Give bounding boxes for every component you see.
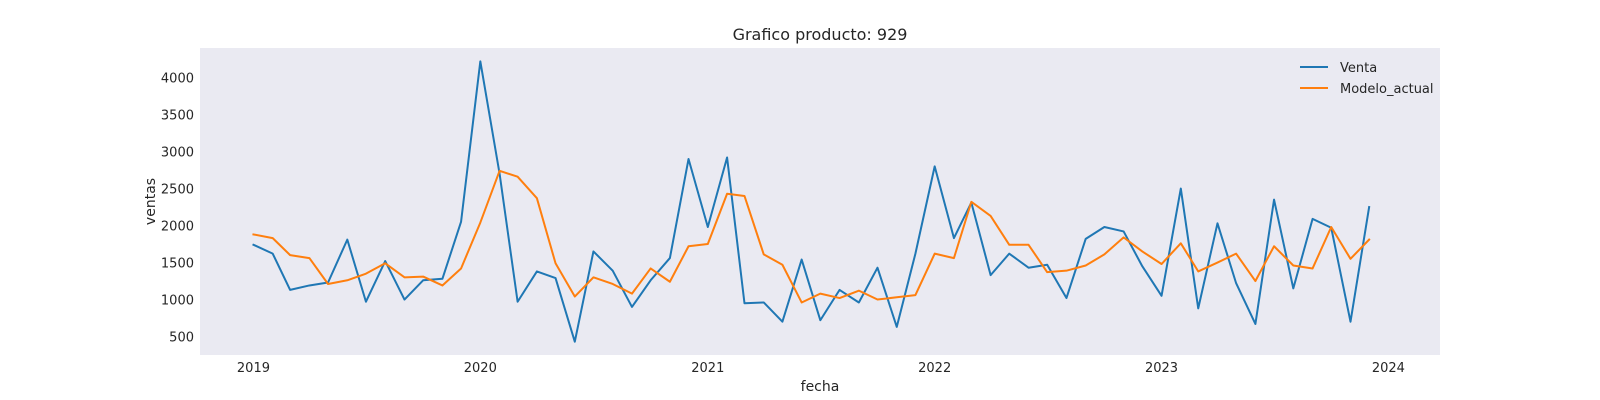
legend: Venta Modelo_actual <box>1300 61 1434 97</box>
series-line-2 <box>252 169 1371 304</box>
legend-label: Venta <box>1340 61 1377 76</box>
x-tick-label: 2021 <box>691 361 724 376</box>
y-tick-label: 1000 <box>161 294 194 309</box>
series-group <box>252 60 1371 343</box>
series-line-1 <box>252 60 1371 343</box>
chart-title: Grafico producto: 929 <box>733 25 908 44</box>
y-axis: 500 1000 1500 2000 2500 3000 3500 4000 <box>161 72 194 346</box>
y-tick-label: 2500 <box>161 183 194 198</box>
y-tick-label: 4000 <box>161 72 194 87</box>
y-tick-label: 500 <box>169 331 194 346</box>
legend-label: Modelo_actual <box>1340 82 1434 97</box>
x-tick-label: 2019 <box>237 361 270 376</box>
y-axis-label: ventas <box>143 178 159 225</box>
x-axis-label: fecha <box>801 379 840 395</box>
y-tick-label: 2000 <box>161 220 194 235</box>
x-tick-label: 2023 <box>1145 361 1178 376</box>
y-tick-label: 3000 <box>161 146 194 161</box>
x-tick-label: 2020 <box>464 361 497 376</box>
y-tick-label: 1500 <box>161 257 194 272</box>
y-tick-label: 3500 <box>161 109 194 124</box>
plot-background <box>200 48 1440 355</box>
x-tick-label: 2024 <box>1372 361 1405 376</box>
x-tick-label: 2022 <box>918 361 951 376</box>
x-axis: 2019 2020 2021 2022 2023 2024 <box>237 361 1405 376</box>
